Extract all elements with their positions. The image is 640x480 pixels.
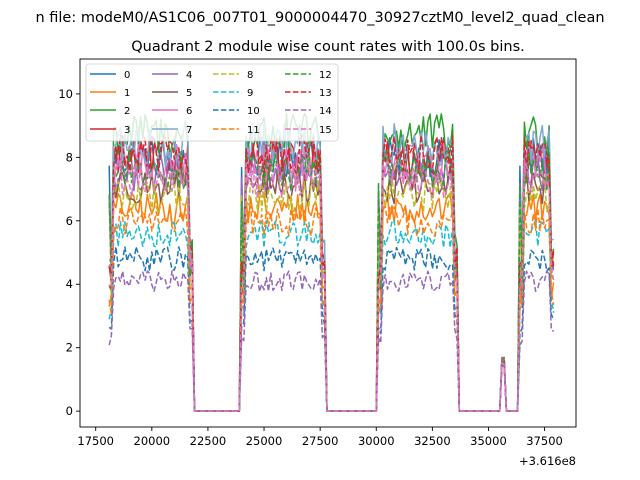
x-offset-label: +3.616e8 bbox=[519, 454, 576, 468]
plot-frame bbox=[79, 58, 577, 428]
legend-label-15: 15 bbox=[319, 125, 332, 136]
series-line-14 bbox=[108, 270, 555, 412]
legend-label-10: 10 bbox=[247, 106, 260, 117]
legend-label-11: 11 bbox=[247, 125, 260, 136]
y-tick-label-1: 2 bbox=[66, 341, 73, 355]
y-tick-label-4: 8 bbox=[66, 150, 73, 164]
plot-area bbox=[79, 58, 577, 428]
x-tick-label-4: 27500 bbox=[302, 434, 339, 448]
x-axis: 17500 20000 22500 25000 27500 30000 32500 35000… bbox=[77, 427, 563, 448]
y-tick-label-5: 10 bbox=[58, 87, 73, 101]
legend-label-8: 8 bbox=[247, 70, 253, 81]
legend-label-3: 3 bbox=[124, 125, 130, 136]
series-line-5 bbox=[108, 167, 554, 412]
series-line-11 bbox=[108, 205, 555, 412]
legend-label-12: 12 bbox=[319, 70, 332, 81]
y-tick-label-2: 4 bbox=[66, 277, 73, 291]
chart-title: Quadrant 2 module wise count rates with … bbox=[131, 39, 525, 55]
x-tick-label-0: 17500 bbox=[77, 434, 114, 448]
x-tick-label-3: 25000 bbox=[246, 434, 283, 448]
y-axis: 0 2 4 6 8 10 bbox=[58, 87, 80, 418]
x-tick-label-5: 30000 bbox=[358, 434, 395, 448]
series-line-1 bbox=[108, 191, 555, 412]
x-tick-label-2: 22500 bbox=[190, 434, 227, 448]
legend-label-14: 14 bbox=[319, 106, 332, 117]
chart-suptitle: n file: modeM0/AS1C06_007T01_9000004470_… bbox=[35, 10, 604, 26]
y-tick-label-3: 6 bbox=[66, 214, 73, 228]
x-tick-label-7: 35000 bbox=[470, 434, 507, 448]
legend-label-1: 1 bbox=[124, 88, 130, 99]
x-tick-label-8: 37500 bbox=[526, 434, 563, 448]
series-line-15 bbox=[108, 160, 555, 412]
y-tick-label-0: 0 bbox=[66, 404, 73, 418]
series-line-10 bbox=[108, 246, 555, 412]
series-line-9 bbox=[108, 219, 555, 412]
legend-label-13: 13 bbox=[319, 88, 332, 99]
legend-frame bbox=[85, 63, 339, 142]
legend-label-2: 2 bbox=[124, 106, 130, 117]
series-line-12 bbox=[108, 150, 555, 412]
legend-label-4: 4 bbox=[186, 70, 192, 81]
x-tick-label-1: 20000 bbox=[134, 434, 171, 448]
series-layer bbox=[108, 112, 555, 412]
legend-label-7: 7 bbox=[186, 125, 192, 136]
x-tick-label-6: 32500 bbox=[414, 434, 451, 448]
legend-label-0: 0 bbox=[124, 70, 130, 81]
legend-label-6: 6 bbox=[186, 106, 192, 117]
legend-label-5: 5 bbox=[186, 88, 192, 99]
legend-label-9: 9 bbox=[247, 88, 253, 99]
